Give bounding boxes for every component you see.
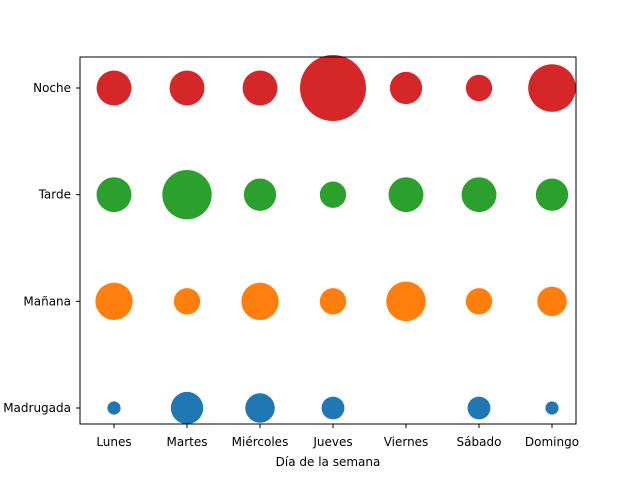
bubble-tarde-martes	[162, 169, 212, 220]
bubble-mañana-viernes	[386, 281, 426, 322]
bubble-madrugada-domingo	[545, 401, 559, 415]
bubble-noche-sábado	[465, 74, 493, 102]
bubble-tarde-sábado	[461, 177, 497, 213]
bubble-noche-jueves	[300, 55, 366, 121]
x-axis-label: Día de la semana	[276, 455, 381, 469]
bubble-tarde-viernes	[388, 177, 424, 213]
x-tick-label: Miércoles	[232, 435, 289, 449]
x-tick-label: Sábado	[457, 435, 502, 449]
bubble-tarde-miércoles	[243, 178, 277, 211]
bubble-noche-miércoles	[242, 70, 278, 106]
bubble-madrugada-jueves	[321, 396, 345, 420]
x-tick-label: Viernes	[384, 435, 429, 449]
bubble-noche-domingo	[528, 64, 576, 112]
x-tick-label: Domingo	[525, 435, 579, 449]
bubble-tarde-jueves	[319, 181, 347, 208]
x-tick-label: Jueves	[312, 435, 352, 449]
x-tick-label: Lunes	[96, 435, 131, 449]
bubble-mañana-jueves	[319, 288, 347, 315]
bubble-tarde-lunes	[96, 177, 132, 213]
y-tick-label: Madrugada	[3, 401, 71, 415]
plot-frame	[79, 56, 577, 425]
y-tick-label: Tarde	[38, 188, 71, 202]
y-tick-label: Mañana	[23, 294, 71, 308]
bubble-noche-martes	[169, 70, 205, 106]
bubble-mañana-martes	[173, 288, 201, 315]
bubble-noche-viernes	[389, 71, 423, 105]
bubble-mañana-sábado	[465, 288, 493, 315]
bubble-mañana-miércoles	[241, 282, 279, 321]
bubble-tarde-domingo	[535, 178, 569, 211]
y-axis: Madrugada Mañana Tarde Noche	[3, 81, 80, 415]
bubble-madrugada-sábado	[467, 396, 491, 420]
x-tick-label: Martes	[167, 435, 208, 449]
bubble-madrugada-lunes	[107, 401, 121, 415]
bubble-madrugada-martes	[170, 391, 204, 425]
y-tick-label: Noche	[33, 81, 71, 95]
bubble-noche-lunes	[96, 70, 132, 106]
x-axis: Lunes Martes Miércoles Jueves Viernes Sábado D…	[96, 424, 579, 449]
bubble-mañana-domingo	[537, 286, 567, 317]
bubble-mañana-lunes	[95, 282, 133, 321]
bubble-madrugada-miércoles	[245, 393, 275, 423]
bubbles-layer	[95, 55, 576, 425]
